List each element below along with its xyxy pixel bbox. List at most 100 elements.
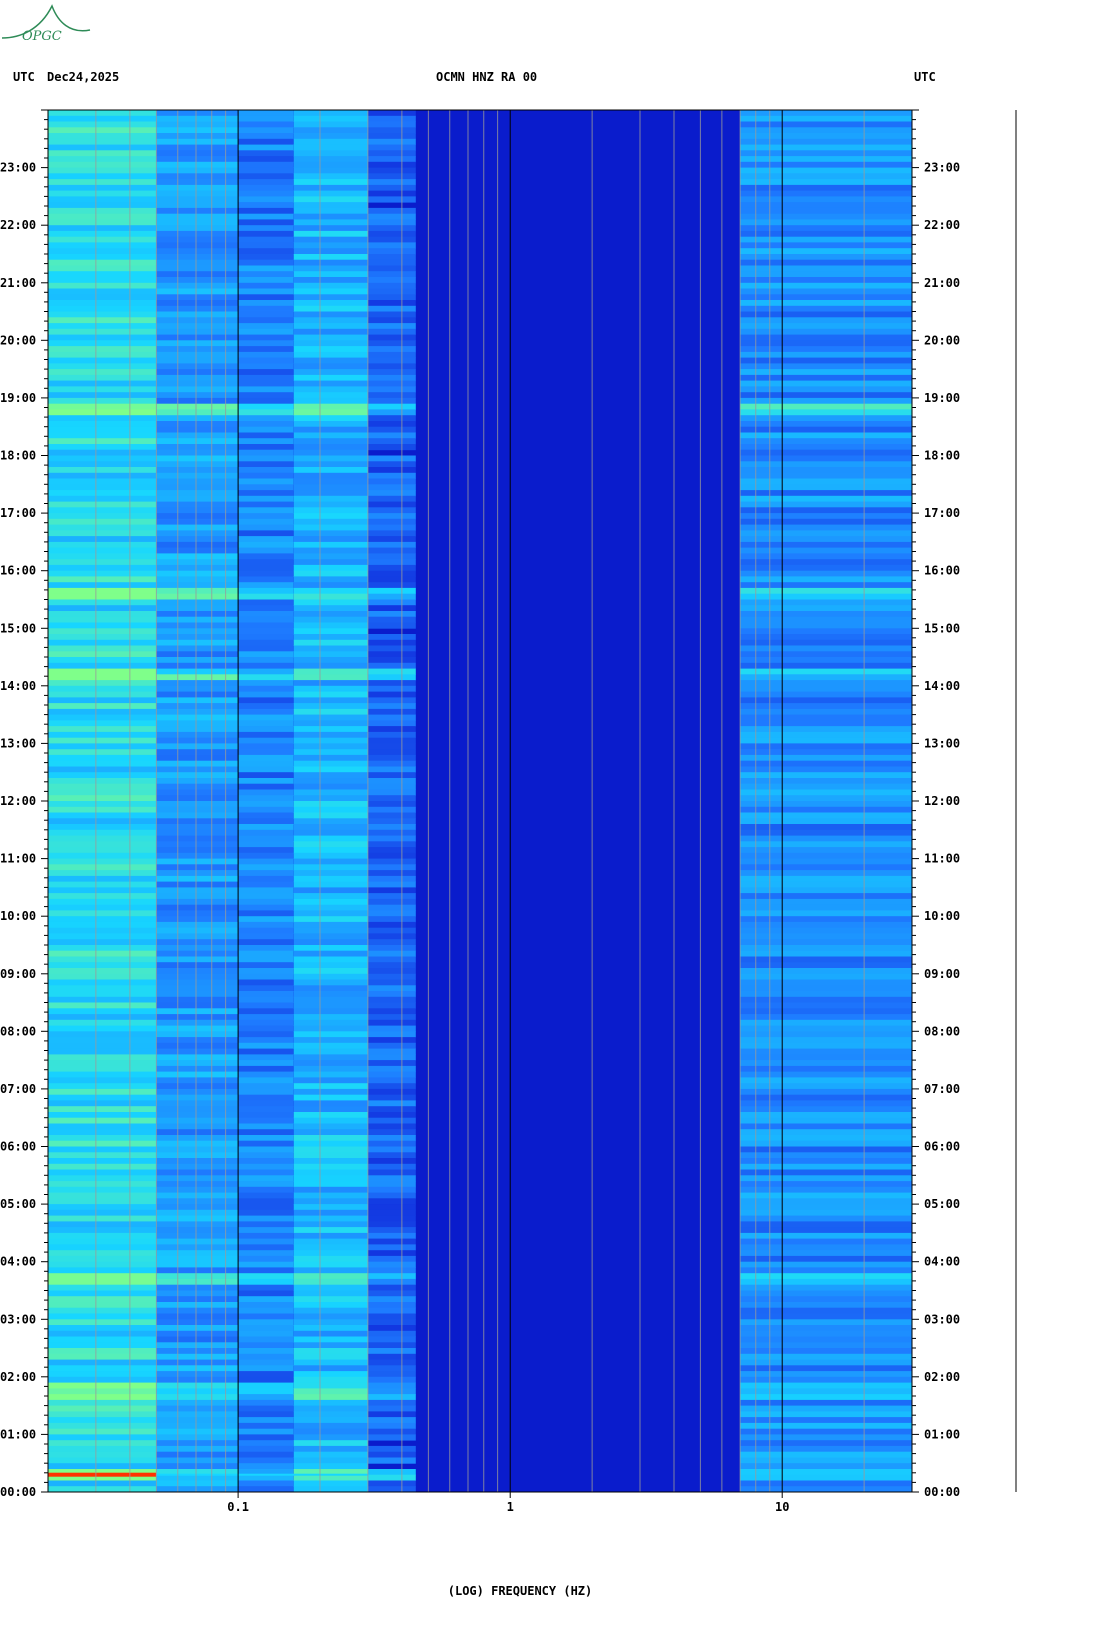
heatmap-cell-4-190	[367, 1204, 416, 1211]
heatmap-cell-0-87	[48, 611, 157, 618]
heatmap-cell-1-24	[156, 248, 239, 255]
heatmap-cell-4-19	[367, 219, 416, 226]
heatmap-cell-3-134	[293, 881, 368, 888]
heatmap-cell-3-167	[293, 1071, 368, 1078]
heatmap-cell-2-132	[238, 870, 294, 877]
heatmap-cell-1-180	[156, 1146, 239, 1153]
heatmap-cell-0-141	[48, 921, 157, 929]
heatmap-cell-2-7	[238, 150, 294, 157]
heatmap-cell-4-219	[367, 1371, 416, 1378]
heatmap-cell-1-28	[156, 271, 239, 278]
heatmap-cell-0-72	[48, 524, 157, 531]
heatmap-cell-0-37	[48, 323, 157, 330]
heatmap-cell-0-220	[48, 1376, 157, 1383]
heatmap-cell-4-17	[367, 207, 416, 215]
heatmap-cell-3-113	[293, 760, 368, 767]
heatmap-cell-3-13	[293, 184, 368, 192]
heatmap-cell-6-235	[740, 1463, 912, 1470]
heatmap-cell-1-178	[156, 1135, 239, 1142]
heatmap-cell-3-204	[293, 1284, 368, 1291]
heatmap-cell-3-93	[293, 645, 368, 652]
heatmap-cell-4-234	[367, 1457, 416, 1464]
heatmap-cell-1-48	[156, 386, 239, 393]
heatmap-cell-0-88	[48, 616, 157, 623]
heatmap-cell-2-136	[238, 893, 294, 900]
heatmap-cell-1-96	[156, 662, 239, 669]
heatmap-cell-0-112	[48, 754, 157, 762]
heatmap-cell-6-100	[740, 685, 912, 692]
heatmap-cell-1-171	[156, 1094, 239, 1101]
heatmap-cell-2-142	[238, 927, 294, 934]
heatmap-cell-0-164	[48, 1054, 157, 1061]
heatmap-cell-1-49	[156, 392, 239, 399]
heatmap-cell-0-31	[48, 288, 157, 295]
heatmap-cell-3-114	[293, 766, 368, 773]
heatmap-cell-4-128	[367, 847, 416, 854]
heatmap-cell-4-62	[367, 467, 416, 474]
heatmap-cell-1-66	[156, 490, 239, 497]
heatmap-cell-6-88	[740, 616, 912, 623]
date-label: Dec24,2025	[47, 70, 120, 84]
heatmap-cell-0-96	[48, 662, 157, 669]
heatmap-cell-3-237	[293, 1474, 368, 1481]
heatmap-cell-4-226	[367, 1411, 416, 1418]
heatmap-cell-0-193	[48, 1221, 157, 1228]
heatmap-cell-6-87	[740, 611, 912, 618]
heatmap-cell-2-221	[238, 1382, 294, 1389]
heatmap-cell-0-103	[48, 703, 157, 710]
heatmap-cell-3-179	[293, 1140, 368, 1147]
heatmap-cell-4-60	[367, 455, 416, 462]
heatmap-cell-3-188	[293, 1192, 368, 1199]
heatmap-cell-2-43	[238, 357, 294, 364]
heatmap-cell-6-94	[740, 651, 912, 658]
heatmap-cell-6-139	[740, 910, 912, 917]
heatmap-cell-2-158	[238, 1019, 294, 1026]
heatmap-cell-3-60	[293, 455, 368, 462]
heatmap-cell-0-65	[48, 484, 157, 491]
heatmap-cell-6-17	[740, 207, 912, 215]
heatmap-cell-0-113	[48, 760, 157, 767]
heatmap-cell-1-162	[156, 1042, 239, 1049]
heatmap-cell-1-188	[156, 1192, 239, 1199]
heatmap-cell-2-93	[238, 645, 294, 652]
heatmap-cell-3-49	[293, 392, 368, 399]
heatmap-cell-0-174	[48, 1112, 157, 1119]
heatmap-cell-0-155	[48, 1002, 157, 1009]
heatmap-cell-1-199	[156, 1255, 239, 1263]
heatmap-cell-0-235	[48, 1463, 157, 1470]
heatmap-cell-4-9	[367, 161, 416, 168]
heatmap-cell-0-188	[48, 1192, 157, 1199]
heatmap-cell-3-118	[293, 789, 368, 796]
heatmap-cell-6-145	[740, 945, 912, 952]
x-axis-label: (LOG) FREQUENCY (HZ)	[447, 1584, 593, 1598]
heatmap-cell-3-194	[293, 1227, 368, 1234]
heatmap-cell-4-32	[367, 294, 416, 301]
heatmap-cell-2-213	[238, 1336, 294, 1343]
heatmap-cell-6-170	[740, 1088, 912, 1096]
heatmap-cell-1-219	[156, 1371, 239, 1378]
heatmap-cell-6-33	[740, 300, 912, 307]
heatmap-cell-2-68	[238, 501, 294, 508]
heatmap-cell-1-235	[156, 1463, 239, 1470]
heatmap-cell-6-202	[740, 1273, 912, 1280]
heatmap-cell-2-217	[238, 1359, 294, 1366]
heatmap-cell-2-19	[238, 219, 294, 226]
heatmap-cell-1-200	[156, 1261, 239, 1268]
heatmap-cell-2-103	[238, 703, 294, 710]
heatmap-cell-0-45	[48, 369, 157, 376]
heatmap-cell-4-12	[367, 179, 416, 186]
heatmap-cell-3-221	[293, 1382, 368, 1389]
heatmap-cell-3-61	[293, 461, 368, 468]
heatmap-cell-4-67	[367, 495, 416, 502]
heatmap-cell-1-107	[156, 726, 239, 733]
heatmap-cell-2-111	[238, 749, 294, 756]
heatmap-cell-0-228	[48, 1422, 157, 1430]
heatmap-cell-3-223	[293, 1394, 368, 1401]
heatmap-cell-3-99	[293, 680, 368, 687]
heatmap-cell-1-128	[156, 847, 239, 854]
heatmap-cell-4-100	[367, 685, 416, 692]
heatmap-cell-6-154	[740, 996, 912, 1003]
heatmap-cell-0-128	[48, 847, 157, 854]
heatmap-cell-4-23	[367, 242, 416, 249]
heatmap-cell-0-161	[48, 1037, 157, 1044]
